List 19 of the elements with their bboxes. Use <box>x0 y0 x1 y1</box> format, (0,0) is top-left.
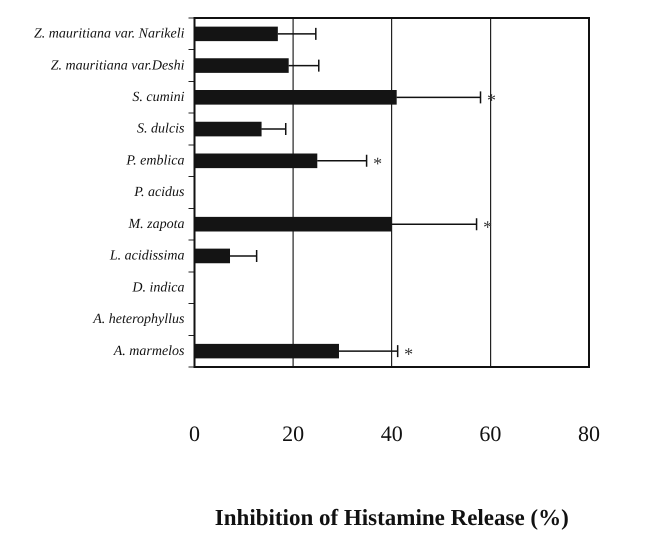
x-tick-label: 20 <box>282 420 304 446</box>
y-tick-label: S. dulcis <box>137 122 186 137</box>
x-tick-label: 60 <box>479 420 502 446</box>
x-tick-label: 80 <box>578 420 600 446</box>
x-tick-label: 0 <box>189 420 200 446</box>
y-tick-label: A. marmelos <box>112 344 186 359</box>
annotation: * <box>373 154 382 174</box>
y-tick-label: L. acidissima <box>108 248 185 264</box>
y-tick-label: D. indica <box>131 280 185 296</box>
annotation: * <box>404 344 414 364</box>
y-tick-label: P. emblica <box>125 153 185 168</box>
x-tick-label: 40 <box>380 420 403 446</box>
y-tick-label: P. acidus <box>133 185 186 200</box>
y-tick-label: Z. mauritiana var. Narikeli <box>34 26 185 42</box>
x-axis-title: Inhibition of Histamine Release (%) <box>214 505 569 530</box>
y-tick-label: A. heterophyllus <box>92 312 186 328</box>
y-tick-label: S. cumini <box>132 90 185 106</box>
y-tick-label: Z. mauritiana var.Deshi <box>50 58 185 74</box>
y-tick-label: M. zapota <box>128 216 185 232</box>
